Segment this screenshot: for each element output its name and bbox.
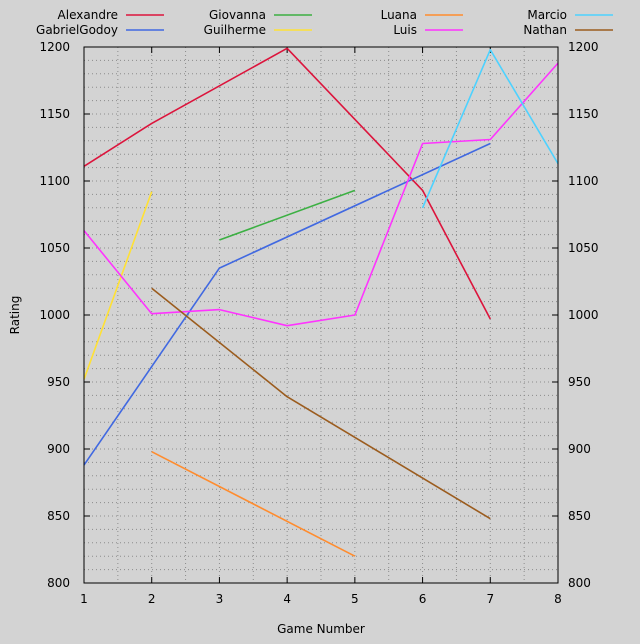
y-tick-label-right: 1000: [568, 308, 599, 322]
x-tick-label: 2: [148, 592, 156, 606]
series-line-luana: [151, 450, 356, 557]
series-lines: [83, 47, 559, 557]
y-tick-label-left: 950: [47, 375, 70, 389]
y-tick-label-right: 1150: [568, 107, 599, 121]
y-tick-label-right: 900: [568, 442, 591, 456]
y-tick-label-left: 850: [47, 509, 70, 523]
y-tick-label-right: 850: [568, 509, 591, 523]
x-tick-label: 4: [283, 592, 291, 606]
y-axis-label: Rating: [8, 296, 22, 335]
y-tick-label-right: 1100: [568, 174, 599, 188]
legend-label-alexandre: Alexandre: [58, 8, 118, 22]
x-tick-label: 7: [486, 592, 494, 606]
x-tick-label: 3: [216, 592, 224, 606]
series-line-guilherme: [83, 191, 153, 380]
legend-label-gabrielgodoy: GabrielGodoy: [36, 23, 118, 37]
y-tick-label-left: 1200: [39, 40, 70, 54]
axis-tick-labels: 1 2 3 4 5 6 7 8 800 800 850 850 900 900 950 950 1000 1000…: [39, 40, 598, 606]
x-tick-label: 5: [351, 592, 359, 606]
series-line-giovanna: [219, 189, 356, 241]
y-tick-label-right: 800: [568, 576, 591, 590]
legend-label-giovanna: Giovanna: [209, 8, 266, 22]
plot-frame: [83, 46, 559, 584]
y-tick-label-left: 900: [47, 442, 70, 456]
legend-label-marcio: Marcio: [527, 8, 567, 22]
x-tick-label: 8: [554, 592, 562, 606]
series-line-luis: [83, 62, 559, 327]
series-line-marcio: [421, 48, 559, 209]
legend-label-luana: Luana: [381, 8, 417, 22]
y-tick-label-left: 1000: [39, 308, 70, 322]
legend-label-guilherme: Guilherme: [204, 23, 266, 37]
legend-label-nathan: Nathan: [523, 23, 567, 37]
series-line-nathan: [151, 287, 491, 520]
y-tick-label-left: 1100: [39, 174, 70, 188]
y-tick-label-left: 1050: [39, 241, 70, 255]
y-tick-label-right: 950: [568, 375, 591, 389]
x-axis-label: Game Number: [277, 622, 365, 636]
x-tick-label: 6: [419, 592, 427, 606]
legend-label-luis: Luis: [393, 23, 417, 37]
y-tick-label-right: 1050: [568, 241, 599, 255]
series-line-alexandre: [83, 47, 492, 320]
y-tick-label-left: 1150: [39, 107, 70, 121]
y-tick-label-right: 1200: [568, 40, 599, 54]
series-line-gabrielgodoy: [83, 142, 491, 466]
y-tick-label-left: 800: [47, 576, 70, 590]
x-tick-label: 1: [80, 592, 88, 606]
